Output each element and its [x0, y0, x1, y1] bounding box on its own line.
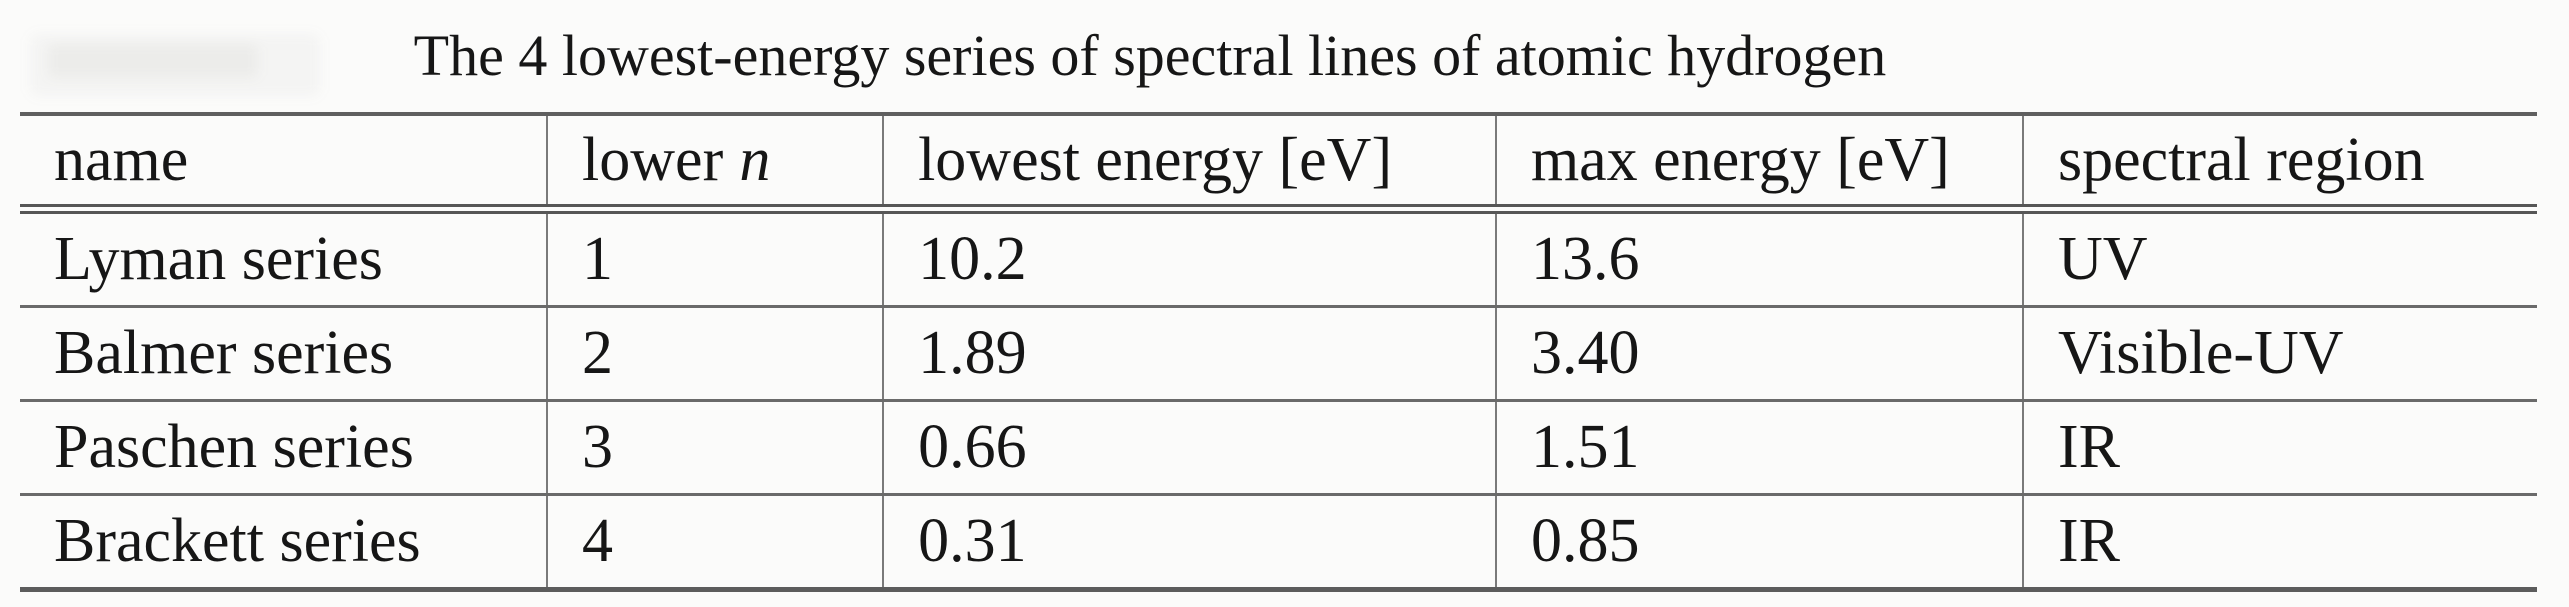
cell-lower-n: 2	[547, 306, 885, 402]
table-header-row: name lower n lowest energy [eV] max energ…	[20, 114, 2537, 214]
cell-max-energy: 1.51	[1495, 400, 2024, 496]
spectral-series-table: name lower n lowest energy [eV] max energ…	[20, 112, 2537, 592]
table-row-lyman: Lyman series 1 10.2 13.6 UV	[20, 209, 2537, 308]
column-header-name: name	[20, 114, 549, 214]
column-header-lower-n: lower n	[547, 114, 885, 214]
cell-lower-n: 4	[547, 494, 885, 592]
table-row-balmer: Balmer series 2 1.89 3.40 Visible-UV	[20, 306, 2537, 402]
cell-spectral-region: Visible-UV	[2022, 306, 2537, 402]
cell-name: Balmer series	[20, 306, 549, 402]
cell-lowest-energy: 0.31	[883, 494, 1497, 592]
ghost-watermark-artifact	[30, 34, 320, 96]
cell-max-energy: 0.85	[1495, 494, 2024, 592]
cell-spectral-region: IR	[2022, 400, 2537, 496]
column-header-lower-n-label: lower	[582, 125, 724, 194]
cell-name: Lyman series	[20, 209, 549, 308]
cell-max-energy: 3.40	[1495, 306, 2024, 402]
math-variable-n: n	[739, 125, 771, 194]
cell-spectral-region: IR	[2022, 494, 2537, 592]
table-row-paschen: Paschen series 3 0.66 1.51 IR	[20, 400, 2537, 496]
column-header-max-energy: max energy [eV]	[1495, 114, 2024, 214]
column-header-lowest-energy: lowest energy [eV]	[883, 114, 1497, 214]
table-row-brackett: Brackett series 4 0.31 0.85 IR	[20, 494, 2537, 592]
cell-lowest-energy: 1.89	[883, 306, 1497, 402]
table-caption: The 4 lowest-energy series of spectral l…	[413, 23, 1887, 88]
cell-name: Brackett series	[20, 494, 549, 592]
cell-lowest-energy: 10.2	[883, 209, 1497, 308]
cell-lower-n: 3	[547, 400, 885, 496]
cell-name: Paschen series	[20, 400, 549, 496]
cell-spectral-region: UV	[2022, 209, 2537, 308]
cell-lower-n: 1	[547, 209, 885, 308]
cell-max-energy: 13.6	[1495, 209, 2024, 308]
cell-lowest-energy: 0.66	[883, 400, 1497, 496]
column-header-spectral-region: spectral region	[2022, 114, 2537, 214]
